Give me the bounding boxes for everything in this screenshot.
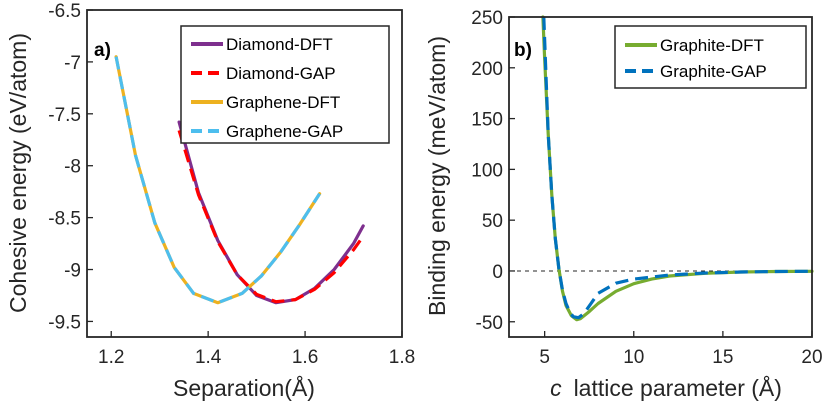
panel-b-y-axis-title: Binding energy (meV/atom) [424, 36, 450, 316]
legend-label-diamond-dft: Diamond-DFT [226, 35, 333, 54]
y-tick-label: -7 [64, 53, 81, 74]
panel-a-frame [86, 9, 403, 338]
y-tick-label: -8 [64, 157, 81, 178]
y-tick-label: 150 [471, 110, 503, 131]
panel-b-legend: Graphite-DFT Graphite-GAP [614, 25, 807, 89]
y-tick-label: -6.5 [48, 1, 81, 22]
series-line-graphene-gap [114, 56, 321, 305]
panel-a-x-axis-title: Separation(Å) [173, 374, 315, 401]
y-tick-label: -50 [476, 313, 503, 334]
panel-a-legend: Diamond-DFT Diamond-GAP Graphene-DFT Gra… [180, 25, 390, 144]
series-line-diamond-gap [177, 129, 365, 304]
panel-a-label: a) [94, 40, 111, 61]
panel-b-x-axis-title: c lattice parameter (Å) [550, 374, 782, 401]
y-tick-label: -7.5 [48, 105, 81, 126]
legend-label-graphene-dft: Graphene-DFT [226, 93, 340, 112]
y-tick-label: 200 [471, 59, 503, 80]
x-tick-label: 10 [623, 347, 644, 368]
x-tick-label: 1.8 [389, 347, 415, 368]
x-tick-label: 1.2 [98, 347, 124, 368]
y-tick-label: 250 [471, 8, 503, 29]
x-tick-label: 15 [712, 347, 733, 368]
legend-label-graphene-gap: Graphene-GAP [226, 122, 343, 141]
x-tick-label: 1.4 [195, 347, 222, 368]
y-tick-label: 0 [492, 262, 503, 283]
y-tick-label: -9 [64, 261, 81, 282]
legend-label-diamond-gap: Diamond-GAP [226, 64, 336, 83]
panel-b-x-axis-italic: c [550, 375, 562, 401]
y-tick-label: 50 [482, 211, 503, 232]
panel-a-chart: 1.2 1.4 1.6 1.8 -6.5 -7 -7.5 -8 -8.5 -9 -9.5 a) Di… [5, 1, 415, 401]
panel-b-series-lines [541, 15, 814, 322]
panel-b-chart: 5 10 15 20 250 200 150 100 50 0 -50 b) Graphite-DF… [424, 8, 823, 401]
panel-b-frame [508, 16, 813, 338]
y-tick-label: -9.5 [48, 312, 81, 333]
x-tick-label: 1.6 [292, 347, 318, 368]
panel-a-y-axis-title: Cohesive energy (eV/atom) [5, 33, 31, 313]
y-tick-label: 100 [471, 160, 503, 181]
panel-b-x-axis-text: lattice parameter (Å) [574, 374, 782, 401]
legend-label-graphite-gap: Graphite-GAP [660, 62, 767, 81]
legend-label-graphite-dft: Graphite-DFT [660, 36, 764, 55]
x-tick-label: 5 [539, 347, 550, 368]
series-line-graphite-gap [542, 16, 813, 320]
panel-b-label: b) [514, 40, 532, 61]
y-tick-label: -8.5 [48, 209, 81, 230]
panel-a-series-lines [114, 55, 365, 305]
x-tick-label: 20 [801, 347, 822, 368]
